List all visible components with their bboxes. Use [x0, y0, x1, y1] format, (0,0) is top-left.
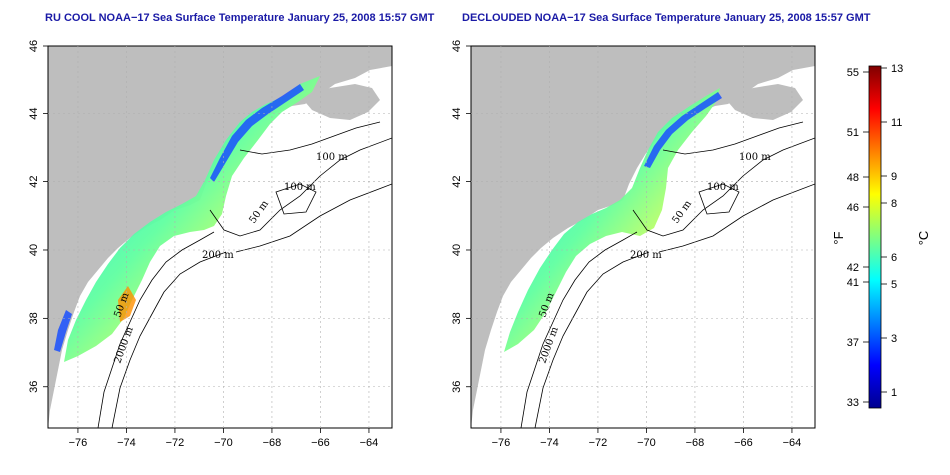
- y-tick-label: 36: [28, 381, 40, 393]
- colorbar-scale: [868, 65, 882, 409]
- colorbar: 55 51 48 46 42 41 37 33 13 11 9 8 6 5 3 1 °F °C: [831, 63, 931, 409]
- y-tick-label: 40: [451, 244, 463, 256]
- y-tick-label: 40: [28, 244, 40, 256]
- contour-label: 100 m: [707, 182, 739, 193]
- celsius-tick-label: 13: [891, 63, 903, 75]
- celsius-tick-label: 9: [891, 171, 897, 183]
- contour-label: 100 m: [316, 152, 348, 163]
- y-tick-label: 38: [28, 312, 40, 324]
- y-tick-label: 36: [451, 381, 463, 393]
- x-tick-label: −76: [69, 437, 88, 449]
- x-tick-label: −72: [166, 437, 185, 449]
- y-tick-label: 46: [28, 40, 40, 52]
- y-tick-label: 38: [451, 312, 463, 324]
- x-tick-label: −72: [589, 437, 608, 449]
- fahrenheit-tick-label: 42: [847, 262, 859, 274]
- celsius-tick-label: 11: [891, 117, 902, 129]
- fahrenheit-tick-label: 51: [847, 127, 859, 139]
- fahrenheit-tick-label: 33: [847, 397, 859, 409]
- left-map-grid: −76 −74 −72 −70 −68 −66 −64 46 44 42 40 38 36: [28, 40, 392, 449]
- x-tick-label: −66: [734, 437, 753, 449]
- y-tick-label: 44: [28, 107, 40, 119]
- left-map-frame: [47, 45, 393, 429]
- celsius-tick-label: 1: [891, 387, 897, 399]
- fahrenheit-tick-label: 46: [847, 202, 859, 214]
- x-tick-label: −70: [214, 437, 233, 449]
- fahrenheit-tick-label: 37: [847, 337, 859, 349]
- celsius-tick-label: 5: [891, 279, 897, 291]
- y-tick-label: 44: [451, 107, 463, 119]
- fahrenheit-tick-label: 48: [847, 172, 859, 184]
- fahrenheit-label: °F: [831, 231, 846, 244]
- bathymetry-contours: [97, 121, 392, 428]
- y-tick-label: 42: [451, 175, 463, 187]
- right-map-panel: DECLOUDED NOAA−17 Sea Surface Temperatur…: [451, 12, 871, 449]
- celsius-tick-label: 8: [891, 198, 897, 210]
- y-tick-label: 42: [28, 175, 40, 187]
- contour-label: 200 m: [630, 250, 662, 261]
- sst-warm-band: [118, 286, 136, 322]
- celsius-label: °C: [916, 231, 931, 246]
- left-map-canvas: [48, 46, 392, 428]
- bathymetry-contours: [520, 121, 815, 428]
- x-tick-label: −66: [311, 437, 330, 449]
- land-mass: [48, 46, 392, 428]
- sst-cold-band: [54, 310, 72, 352]
- land-mass: [723, 84, 803, 120]
- contour-label: 200 m: [202, 250, 234, 261]
- x-tick-label: −68: [686, 437, 705, 449]
- celsius-tick-label: 3: [891, 333, 897, 345]
- x-tick-label: −68: [263, 437, 282, 449]
- y-tick-label: 46: [451, 40, 463, 52]
- fahrenheit-tick-label: 55: [847, 67, 859, 79]
- colorbar-ticks: 55 51 48 46 42 41 37 33 13 11 9 8 6 5 3 1: [847, 63, 904, 409]
- sst-cold-band: [644, 92, 722, 168]
- x-tick-label: −70: [637, 437, 656, 449]
- x-tick-label: −74: [540, 437, 559, 449]
- right-map-canvas: [471, 46, 815, 428]
- land-mass: [300, 84, 380, 120]
- land-mass: [471, 46, 815, 428]
- x-tick-label: −64: [360, 437, 379, 449]
- x-tick-label: −64: [783, 437, 802, 449]
- x-tick-label: −74: [117, 437, 136, 449]
- left-map-panel: RU COOL NOAA−17 Sea Surface Temperature …: [28, 12, 435, 449]
- contour-label: 100 m: [284, 182, 316, 193]
- x-tick-label: −76: [492, 437, 511, 449]
- sst-cold-band: [210, 84, 304, 182]
- contour-label: 100 m: [739, 152, 771, 163]
- right-map-title: DECLOUDED NOAA−17 Sea Surface Temperatur…: [462, 12, 871, 24]
- right-map-grid: −76 −74 −72 −70 −68 −66 −64 46 44 42 40 38 36: [451, 40, 815, 449]
- right-map-frame: [470, 45, 816, 429]
- left-map-title: RU COOL NOAA−17 Sea Surface Temperature …: [45, 12, 435, 24]
- fahrenheit-tick-label: 41: [847, 277, 859, 289]
- sst-region: [504, 88, 720, 352]
- celsius-tick-label: 6: [891, 252, 897, 264]
